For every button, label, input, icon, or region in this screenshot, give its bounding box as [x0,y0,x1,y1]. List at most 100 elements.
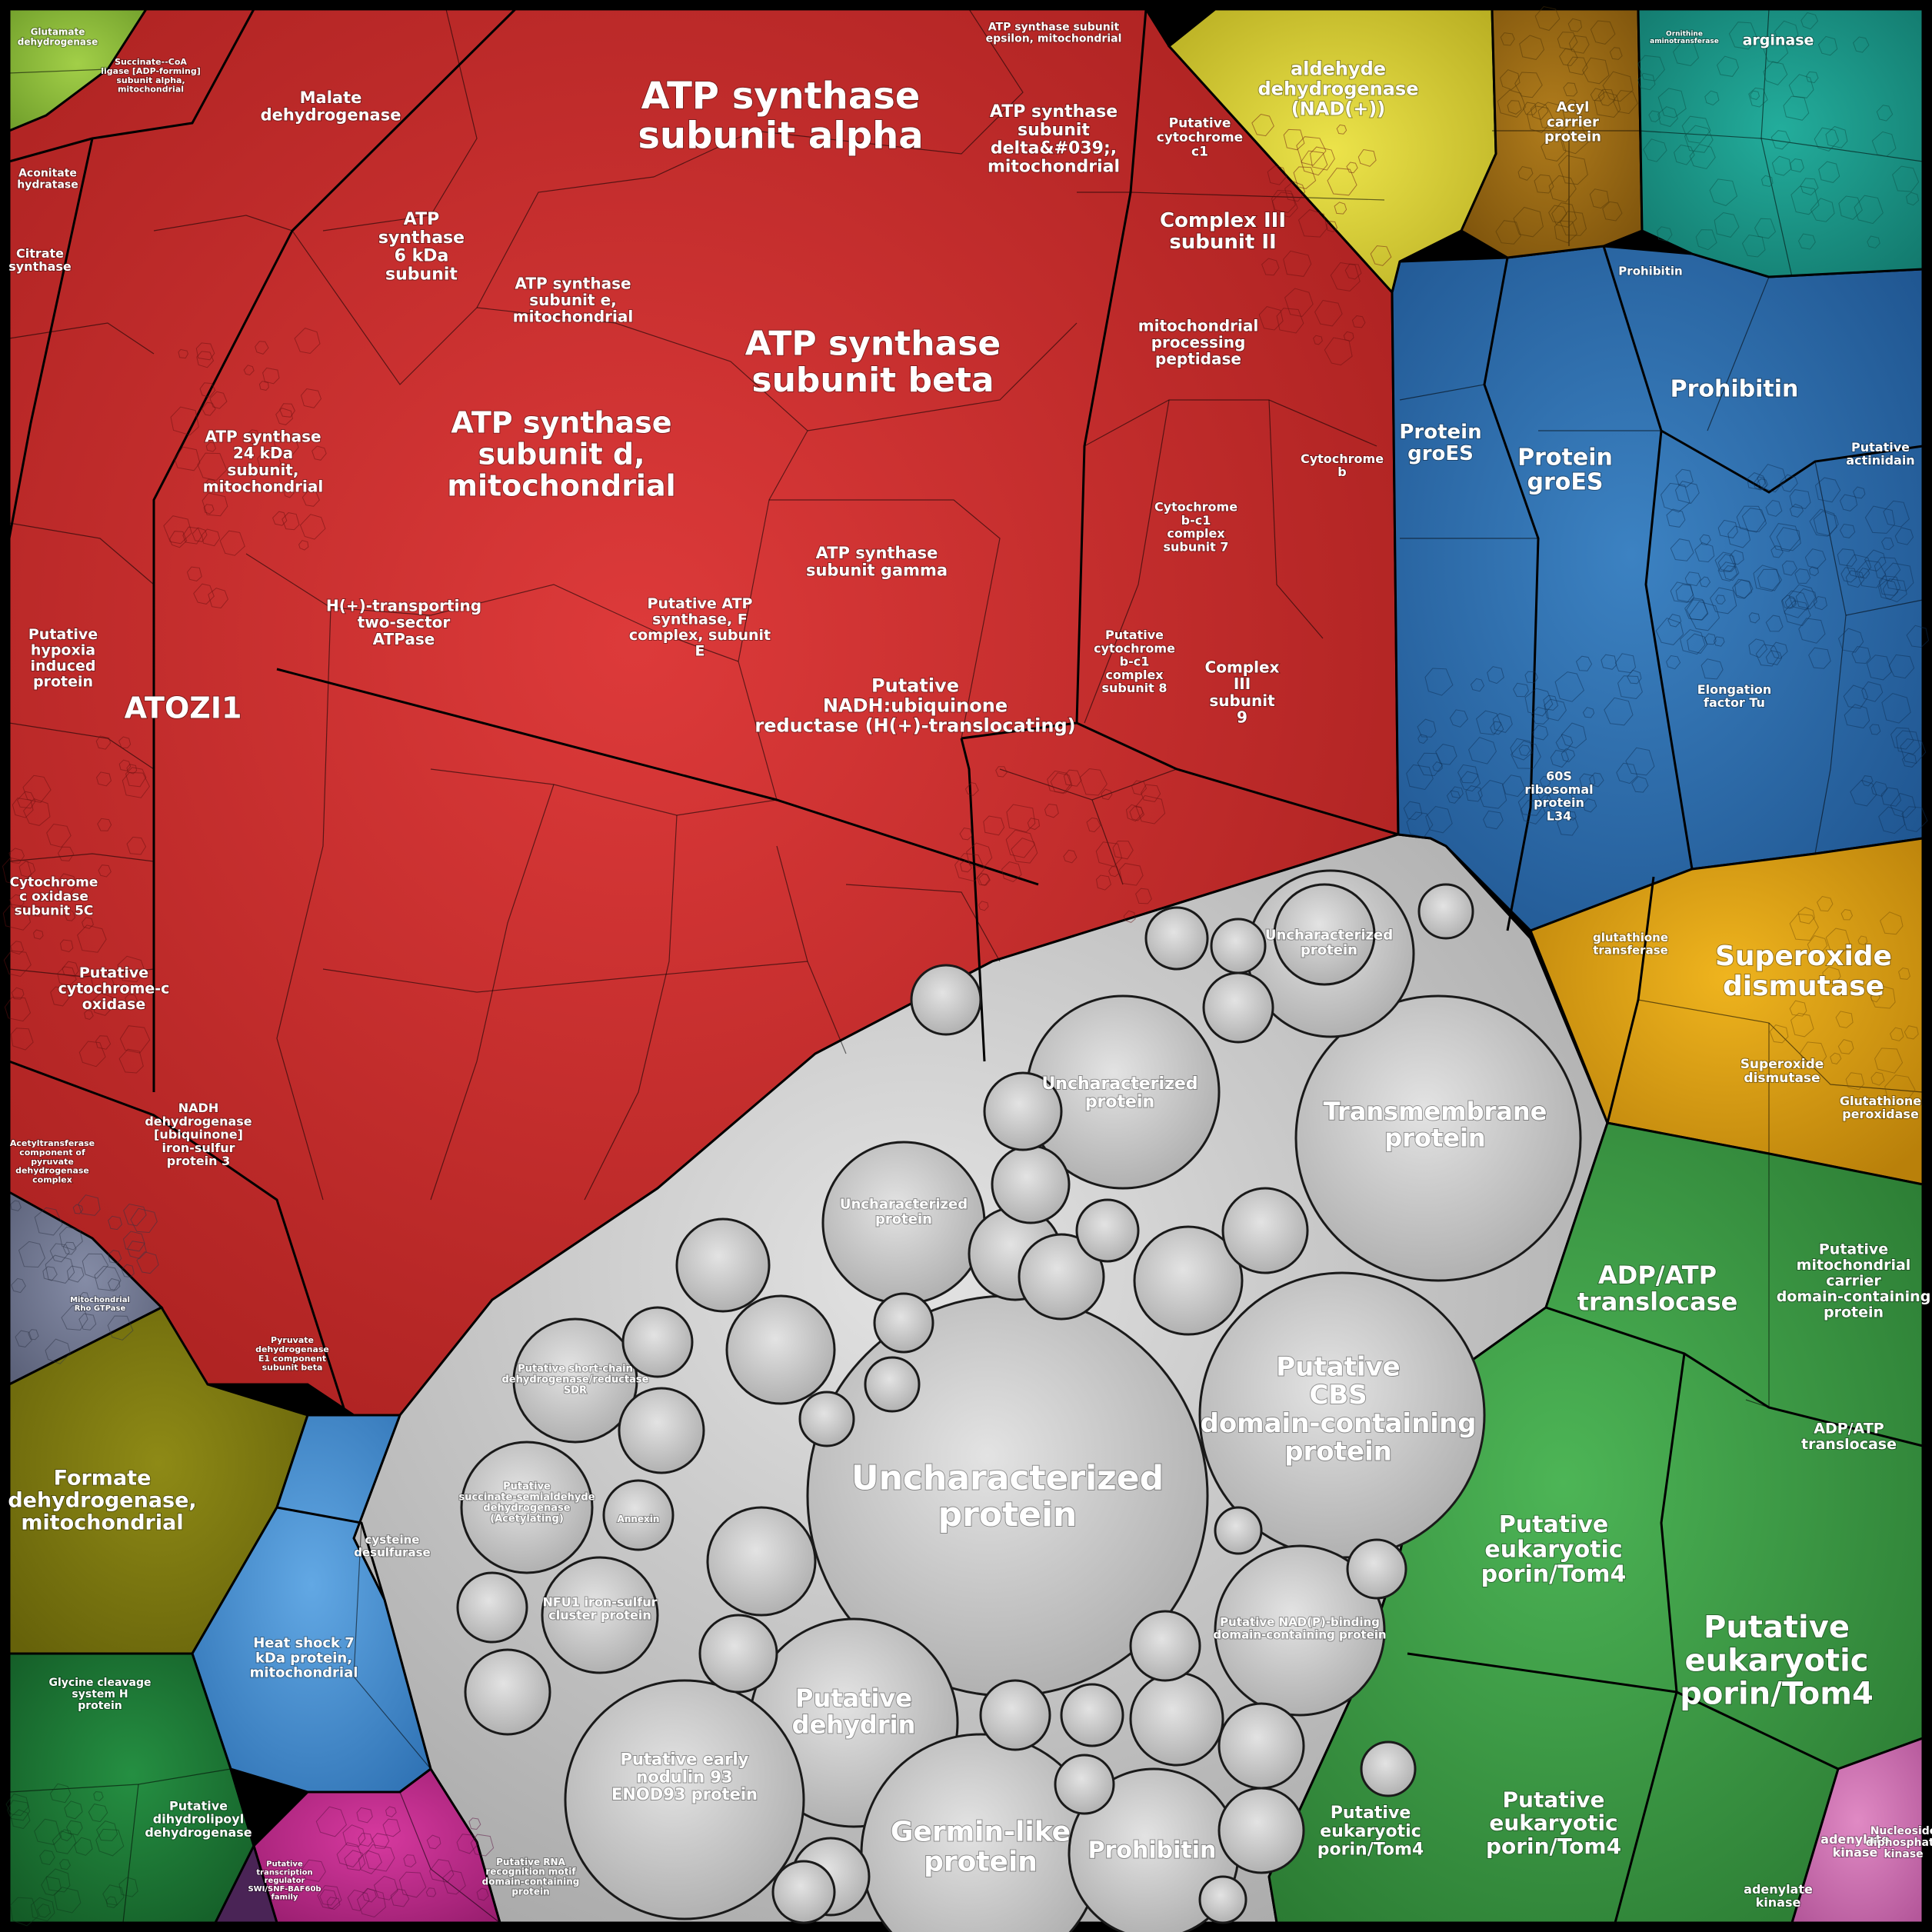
micro-cell [1717,55,1740,77]
micro-cell [1675,584,1695,603]
micro-cell [122,771,150,798]
micro-cell [1617,675,1643,700]
micro-cell [1095,841,1123,868]
micro-cell [1884,562,1914,591]
bubble-uncharacterized-7 [1273,883,1376,986]
cell-label: Uncharacterized protein [851,1459,1164,1535]
bubble-uncharacterized-5 [725,1294,836,1405]
micro-cell [373,1875,398,1900]
micro-cell [1806,71,1819,84]
cell-label: Putative NAD(P)-binding domain-containing… [1213,1615,1386,1641]
micro-cell [1666,508,1686,528]
micro-cell [1522,102,1537,115]
micro-cell [1575,655,1593,671]
micro-cell [1637,55,1665,82]
micro-cell [315,1806,347,1837]
micro-cell [336,1842,363,1868]
cell-label: Cytochrome b-c1 complex subunit 7 [1154,500,1237,555]
micro-cell [1839,523,1856,538]
micro-cell [1830,1052,1842,1064]
micro-cell [1790,1012,1814,1038]
micro-cell [36,1904,52,1918]
micro-cell [49,1783,72,1804]
micro-cell [78,1313,97,1331]
micro-cell [456,1834,478,1854]
bubble-nfu1 [541,1556,659,1674]
cell-label: Putative transcription regulator SWI/SNF-BA… [248,1860,321,1902]
cell-label: Acyl carrier protein [1544,99,1601,145]
micro-cell [398,1871,427,1898]
micro-cell [1870,992,1880,1003]
cell-label: Superoxide dismutase [1715,941,1892,1002]
micro-cell [1717,554,1737,572]
micro-cell [1564,98,1578,112]
micro-cell [1590,20,1616,45]
micro-cell [1261,258,1280,276]
cell-label: Putative RNA recognition motif domain-cont… [482,1857,580,1897]
cell-label: Protein groES [1517,444,1613,495]
micro-cell [371,1833,390,1849]
micro-cell [88,1804,108,1823]
micro-cell [1797,907,1815,924]
micro-cell [78,1041,106,1068]
micro-cell [1825,125,1848,148]
micro-cell [1814,477,1841,503]
micro-cell [1717,519,1738,538]
micro-cell [1326,221,1338,232]
micro-cell [1770,130,1790,150]
cell-label: 60S ribosomal protein L34 [1524,769,1593,824]
micro-cell [45,1254,75,1284]
micro-cells [2,5,1930,1927]
micro-cell [1495,220,1521,245]
micro-cell [4,997,32,1022]
micro-cell [1670,581,1694,604]
micro-cell [1568,35,1590,54]
micro-cell [118,759,132,771]
micro-cell [1351,315,1366,328]
cell-label: Succinate--CoA ligase [ADP-forming] subuni… [101,57,201,95]
micro-cell [1417,718,1437,738]
micro-cell [1861,681,1884,702]
micro-cell [64,910,76,921]
micro-cell [1776,527,1801,551]
micro-cell [1625,747,1655,776]
micro-cell [300,388,322,408]
micro-cell [1490,721,1504,735]
micro-cell [1892,165,1920,192]
cell-label: Citrate synthase [8,246,72,274]
micro-cell [1837,1039,1854,1054]
micro-cell [96,1820,118,1841]
micro-cell [441,1870,466,1895]
micro-cell [1866,655,1892,681]
micro-cell [1817,35,1838,56]
micro-cell [50,986,72,1007]
micro-cell [1095,874,1111,891]
micro-cell [1582,707,1595,718]
micro-cell [1684,571,1701,587]
region-chaperone-ribosomal-group [1391,245,1924,932]
cell-label: ATP synthase subunit e, mitochondrial [513,274,633,325]
micro-cell [1548,175,1577,203]
cell-label: Putative eukaryotic porin/Tom4 [1486,1787,1621,1858]
cell-label: Glutamate dehydrogenase [18,27,98,48]
micro-cell [1687,633,1708,654]
cell-label: adenylate kinase [1820,1832,1890,1860]
micro-cell [66,1820,83,1836]
micro-cell [1765,499,1783,517]
micro-cell [203,504,215,515]
micro-cell [1631,776,1649,793]
micro-cell [1108,866,1120,878]
region-amino-acid-metabolism [1637,8,1924,278]
cell-label: Uncharacterized protein [1265,928,1393,958]
micro-cell [1313,335,1323,345]
micro-cell [1769,1024,1789,1044]
cell-label: Ornithine aminotransferase [1650,30,1719,45]
micro-cell [243,365,255,376]
micro-cell [1695,229,1717,251]
micro-cell [1602,71,1634,102]
micro-cell [1579,773,1596,789]
micro-cell [1878,806,1906,834]
bubble-cysteine-sulfoxidase [1018,1233,1105,1321]
